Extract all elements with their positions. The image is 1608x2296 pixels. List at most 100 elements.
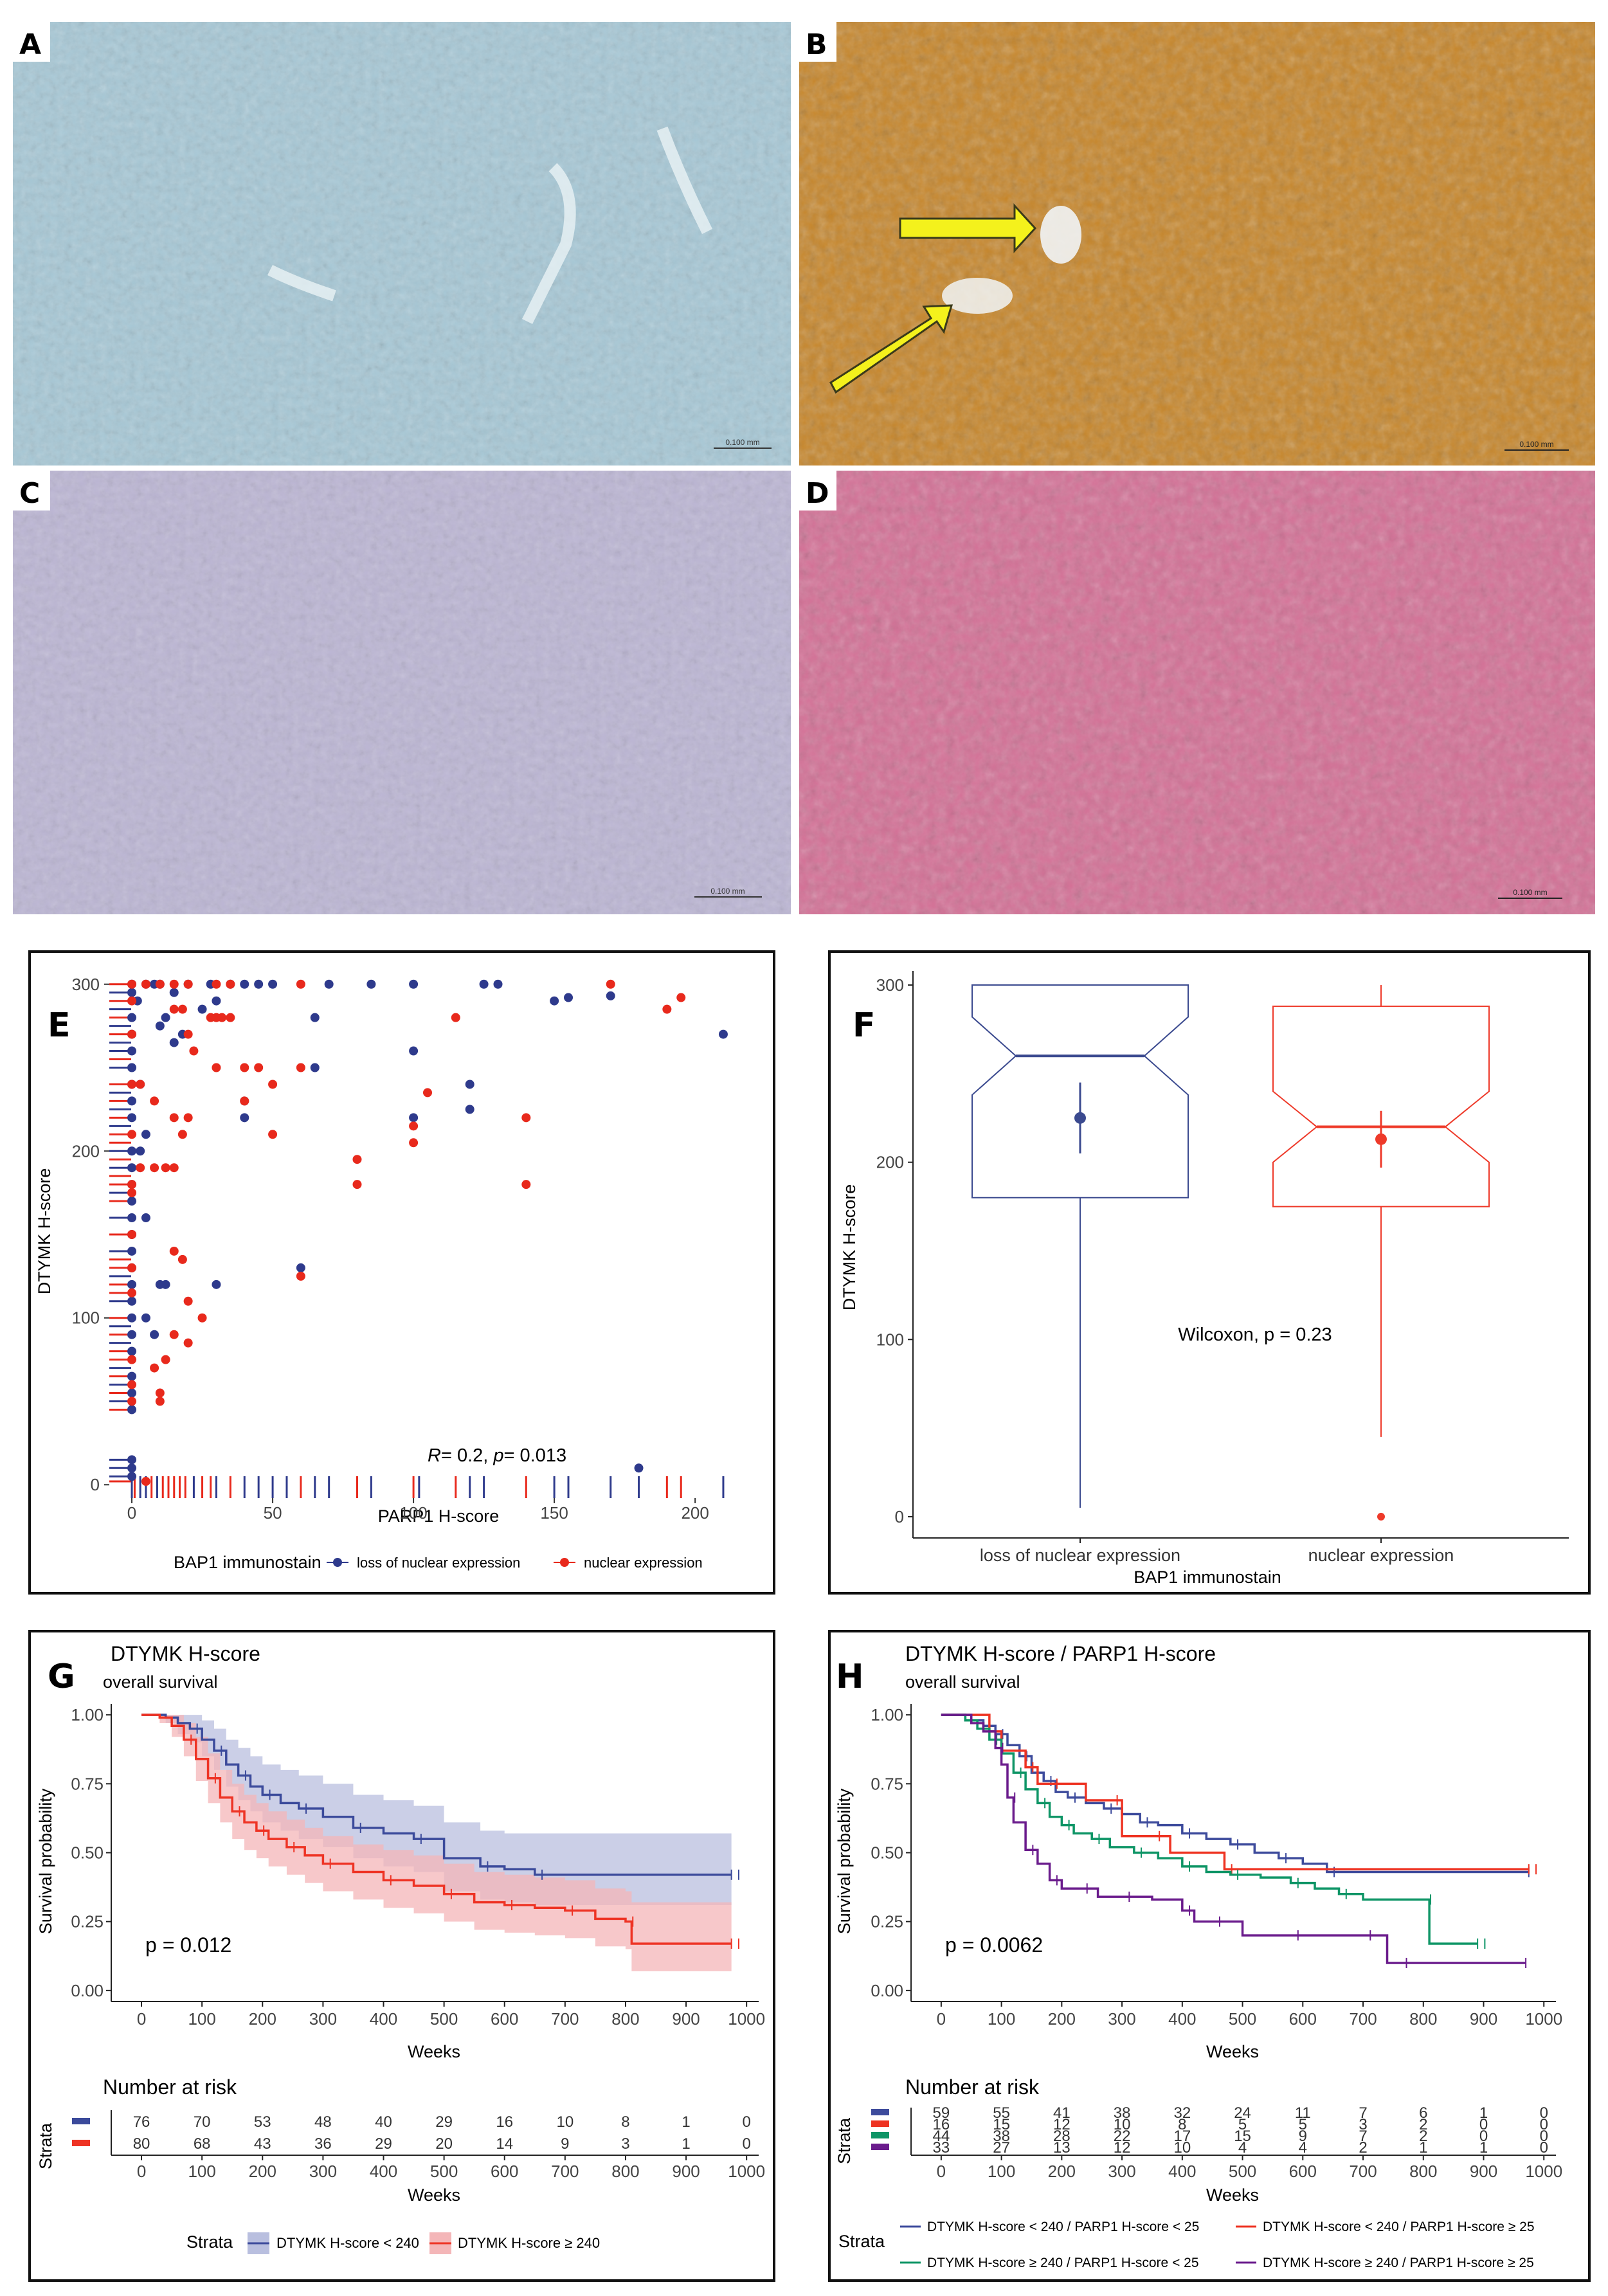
y-tick-label: 1.00	[71, 1705, 104, 1724]
survival-curve-1	[141, 1713, 732, 1945]
x-tick-label: 500	[1229, 2009, 1256, 2029]
point-loss	[127, 1330, 137, 1339]
point-loss	[127, 1013, 137, 1022]
micrograph-b-vessel	[1040, 206, 1081, 264]
point-nuclear	[169, 1163, 179, 1173]
risk-count: 40	[375, 2113, 392, 2131]
confidence-band	[141, 1715, 732, 1905]
point-loss	[127, 1463, 137, 1473]
point-nuclear	[197, 1313, 207, 1323]
risk-x-tick-label: 100	[988, 2162, 1015, 2181]
point-nuclear	[155, 979, 165, 989]
annotation-f: Wilcoxon, p = 0.23	[1178, 1324, 1332, 1345]
risk-count: 4	[1238, 2139, 1247, 2156]
risk-count: 38	[993, 2128, 1010, 2145]
chart-panel-e: E R= 0.2, p= 0.013 PARP1 H-score DTYMK H…	[28, 950, 775, 1595]
y-tick-label-e: 100	[72, 1308, 100, 1328]
risk-x-tick-label: 500	[430, 2162, 458, 2181]
point-nuclear	[183, 1296, 193, 1306]
point-loss	[127, 1163, 137, 1173]
scale-bar-label-c: 0.100 mm	[710, 887, 745, 896]
p-value-g: p = 0.012	[145, 1933, 231, 1957]
arrow-icon	[829, 304, 953, 394]
risk-x-tick-label: 800	[611, 2162, 639, 2181]
panel-letter-b: B	[806, 28, 827, 61]
arrow-icon	[899, 203, 1037, 253]
risk-count: 0	[1540, 2104, 1548, 2122]
point-loss	[465, 1105, 474, 1114]
point-nuclear	[150, 1163, 159, 1173]
x-tick-label: 700	[1349, 2009, 1377, 2029]
point-loss	[127, 1405, 137, 1415]
risk-count: 70	[194, 2113, 211, 2131]
risk-x-tick-label: 700	[551, 2162, 579, 2181]
risk-count: 32	[1173, 2104, 1191, 2122]
risk-count: 3	[1359, 2116, 1367, 2133]
y-axis-label-h: Survival probability	[835, 1788, 854, 1934]
risk-count: 5	[1238, 2116, 1247, 2133]
legend-label-h-1: DTYMK H-score < 240 / PARP1 H-score ≥ 25	[1263, 2219, 1535, 2234]
point-nuclear	[127, 979, 137, 989]
point-nuclear	[268, 1130, 278, 1139]
point-nuclear	[127, 1397, 137, 1406]
panel-letter-a: A	[19, 28, 41, 61]
point-loss	[718, 1029, 728, 1039]
point-nuclear	[662, 1004, 672, 1014]
chart-title-h: DTYMK H-score / PARP1 H-score	[905, 1642, 1216, 1665]
risk-count: 11	[1295, 2104, 1311, 2122]
point-nuclear	[217, 1013, 227, 1022]
point-loss	[161, 1013, 170, 1022]
y-tick-label-e: 0	[91, 1475, 100, 1494]
point-nuclear	[169, 1004, 179, 1014]
point-loss	[268, 979, 278, 989]
point-nuclear	[296, 979, 305, 989]
risk-count: 1	[1479, 2139, 1488, 2156]
risk-row-swatch	[871, 2132, 889, 2138]
point-nuclear	[177, 1254, 187, 1264]
risk-count: 48	[314, 2113, 332, 2131]
x-tick-label: 500	[430, 2009, 458, 2029]
y-tick-label: 0.00	[871, 1981, 903, 2000]
x-tick-label: 0	[937, 2009, 946, 2029]
panel-letter-c: C	[19, 477, 40, 510]
risk-table-xlabel-g: Weeks	[408, 2185, 460, 2205]
risk-count: 29	[435, 2113, 453, 2131]
x-tick-label: 300	[309, 2009, 337, 2029]
risk-x-tick-label: 0	[937, 2162, 946, 2181]
risk-x-tick-label: 400	[1168, 2162, 1196, 2181]
x-axis-label-h: Weeks	[1206, 2042, 1259, 2061]
risk-x-tick-label: 300	[309, 2162, 337, 2181]
x-axis-label-e: PARP1 H-score	[378, 1506, 500, 1526]
point-nuclear	[521, 1180, 531, 1189]
micrograph-b-texture	[799, 22, 1595, 466]
point-nuclear	[127, 1188, 137, 1198]
y-tick-label: 1.00	[871, 1705, 903, 1724]
risk-count: 29	[375, 2135, 392, 2153]
point-loss	[212, 1279, 221, 1289]
p-value-h: p = 0.0062	[945, 1933, 1043, 1957]
point-loss	[240, 1113, 249, 1123]
point-nuclear	[451, 1013, 460, 1022]
point-nuclear	[141, 979, 150, 989]
point-loss	[127, 1063, 137, 1072]
risk-table-ylabel-h: Strata	[835, 2117, 854, 2164]
x-tick-label-f: nuclear expression	[1308, 1546, 1454, 1565]
point-loss	[409, 979, 419, 989]
x-tick-label: 600	[491, 2009, 518, 2029]
box-notched	[1272, 1006, 1490, 1207]
point-nuclear	[606, 979, 615, 989]
point-loss	[127, 1346, 137, 1356]
risk-row-swatch	[72, 2140, 90, 2146]
risk-count: 8	[621, 2113, 629, 2131]
point-nuclear	[409, 1138, 419, 1148]
risk-count: 10	[556, 2113, 574, 2131]
risk-count: 2	[1359, 2139, 1367, 2156]
x-tick-label: 300	[1108, 2009, 1135, 2029]
point-nuclear	[127, 1080, 137, 1089]
point-loss	[240, 979, 249, 989]
panel-letter-bg-c	[13, 471, 50, 511]
risk-count: 5	[1299, 2116, 1307, 2133]
point-loss	[141, 1213, 150, 1223]
chart-panel-g: G DTYMK H-score overall survival p = 0.0…	[28, 1630, 775, 2282]
